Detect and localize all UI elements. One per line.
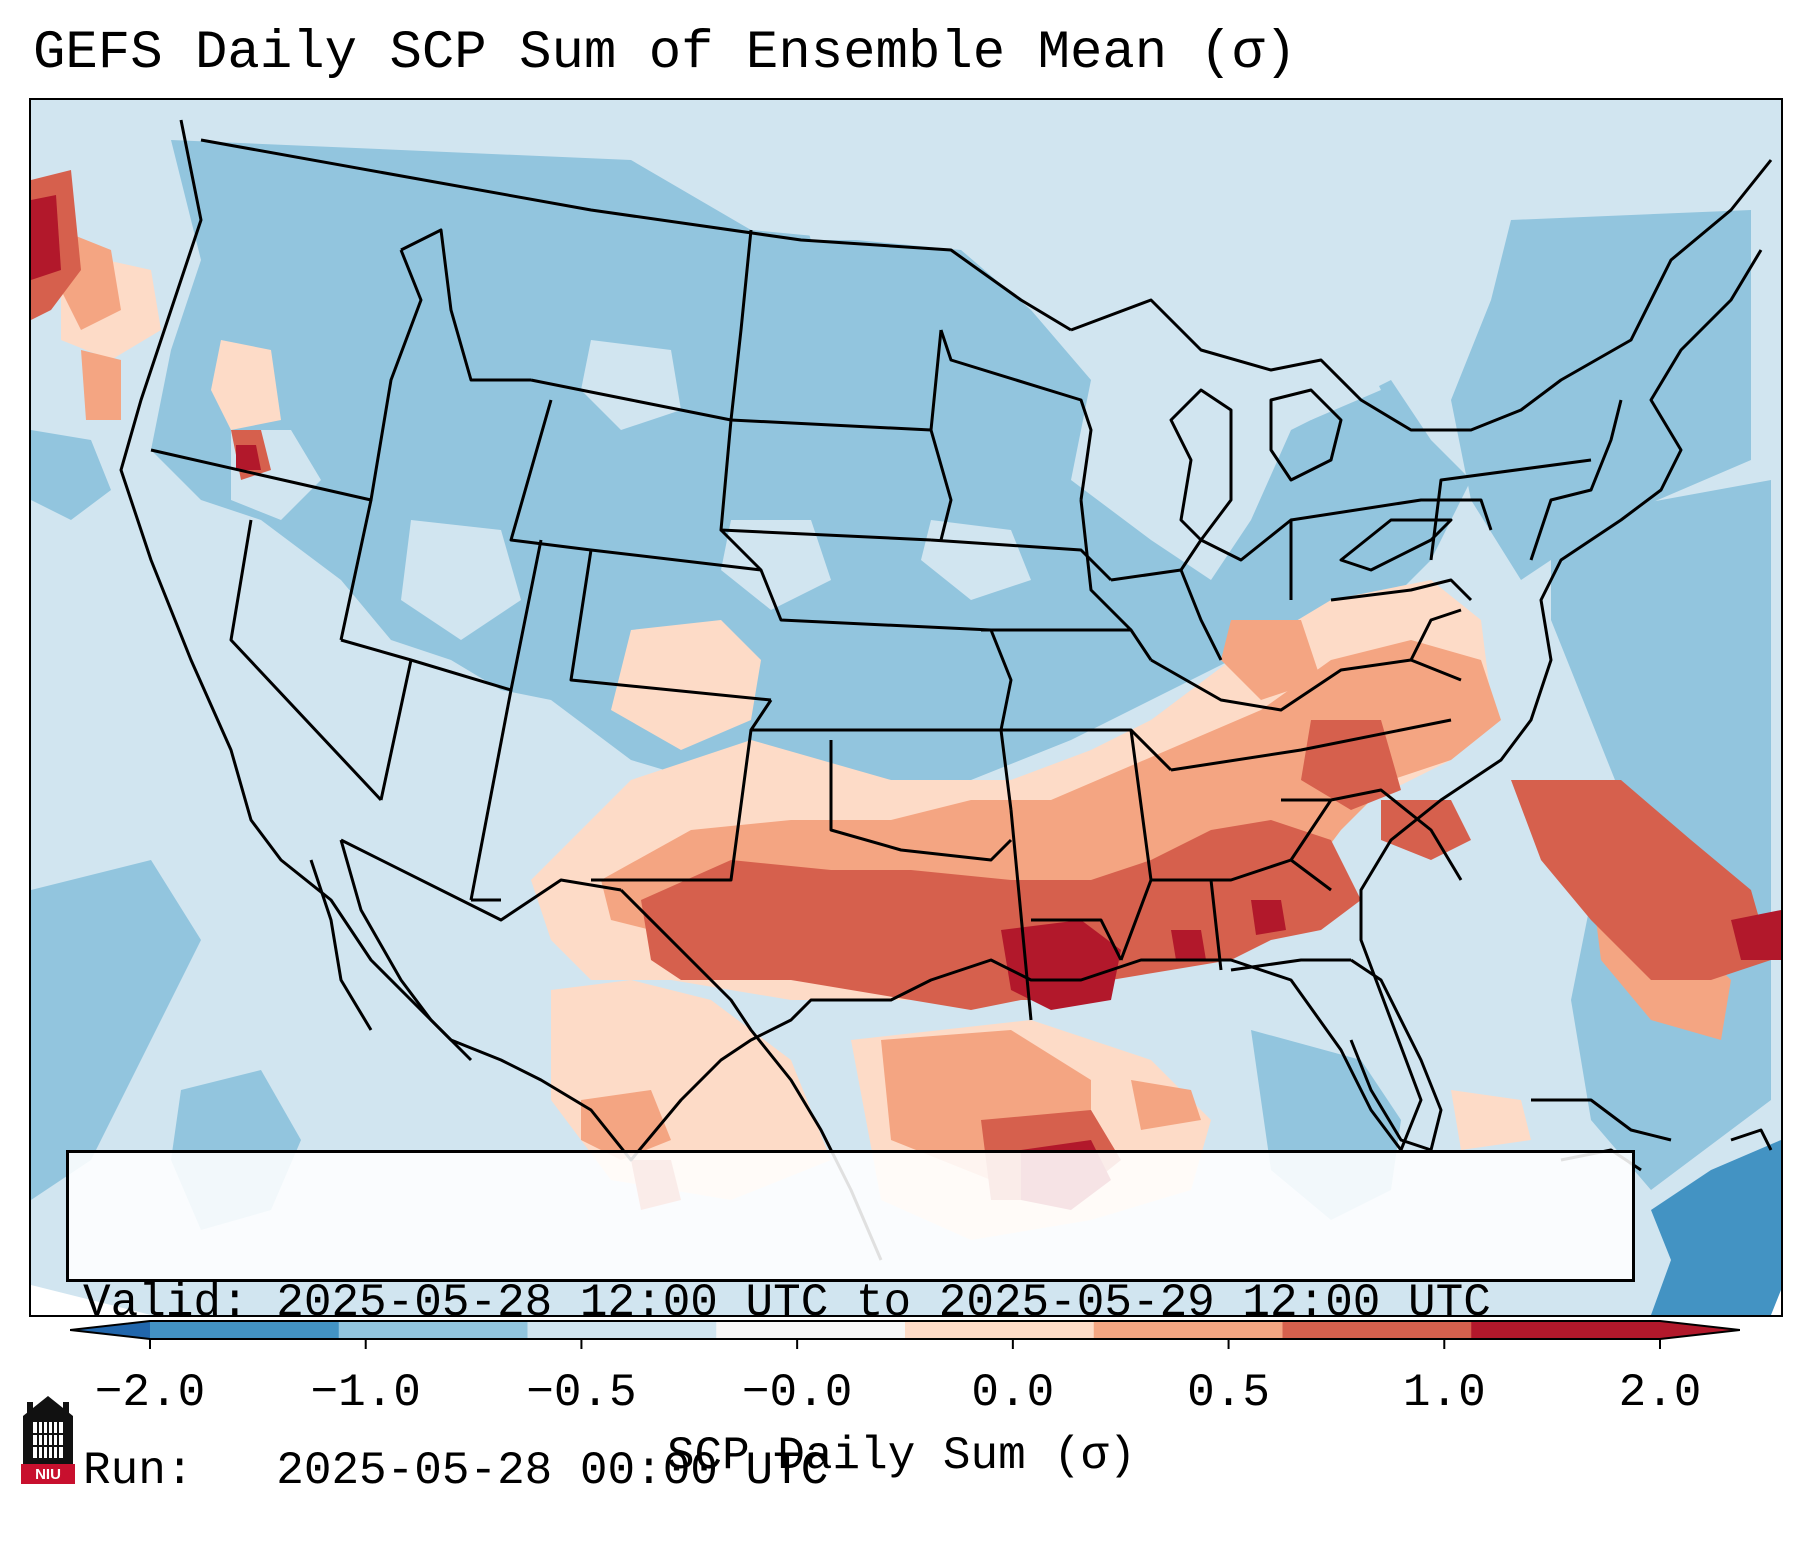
colorbar-tick-label: 0.0: [971, 1367, 1055, 1419]
map-panel[interactable]: [29, 98, 1783, 1317]
colorbar: [70, 1319, 1740, 1349]
colorbar-segment: [1093, 1321, 1283, 1339]
logo-red-band: [21, 1464, 75, 1484]
field-neg1-regions: [31, 140, 1771, 1230]
map-title: GEFS Daily SCP Sum of Ensemble Mean (σ): [33, 23, 1297, 84]
colorbar-segment: [716, 1321, 906, 1339]
colorbar-segment: [527, 1321, 717, 1339]
logo-left-tower: [27, 1402, 33, 1416]
projection-edge-right: [1771, 1290, 1781, 1315]
logo-right-tower: [63, 1402, 69, 1416]
colorbar-tick-label: −2.0: [94, 1367, 206, 1419]
valid-run-info-box: Valid: 2025-05-28 12:00 UTC to 2025-05-2…: [66, 1150, 1635, 1497]
colorbar-segment: [1471, 1321, 1661, 1339]
field-neg05-patches: [231, 180, 1381, 640]
colorbar-extend-high: [1660, 1321, 1740, 1339]
run-time-text: Run: 2025-05-28 00:00 UTC: [83, 1445, 829, 1497]
niu-building-logo-icon: [21, 1396, 75, 1484]
field-neg2-region: [1651, 1140, 1781, 1315]
colorbar-tick-label: 2.0: [1618, 1367, 1702, 1419]
colorbar-segment: [150, 1321, 340, 1339]
colorbar-extend-low: [70, 1321, 150, 1339]
colorbar-tick-label: −0.0: [741, 1367, 853, 1419]
projection-edge-left: [31, 1285, 151, 1315]
colorbar-tick-label: −1.0: [310, 1367, 421, 1419]
colorbar-segment: [905, 1321, 1095, 1339]
colorbar-tick-label: 1.0: [1402, 1367, 1486, 1419]
colorbar-label: SCP Daily Sum (σ): [666, 1430, 1137, 1482]
logo-text: NIU: [35, 1466, 61, 1483]
colorbar-tick-label: −0.5: [526, 1367, 637, 1419]
map-canvas: [31, 100, 1781, 1315]
colorbar-tick-label: 0.5: [1187, 1367, 1270, 1419]
colorbar-segment: [1282, 1321, 1472, 1339]
colorbar-svg: [70, 1320, 1740, 1349]
colorbar-segment: [338, 1321, 528, 1339]
